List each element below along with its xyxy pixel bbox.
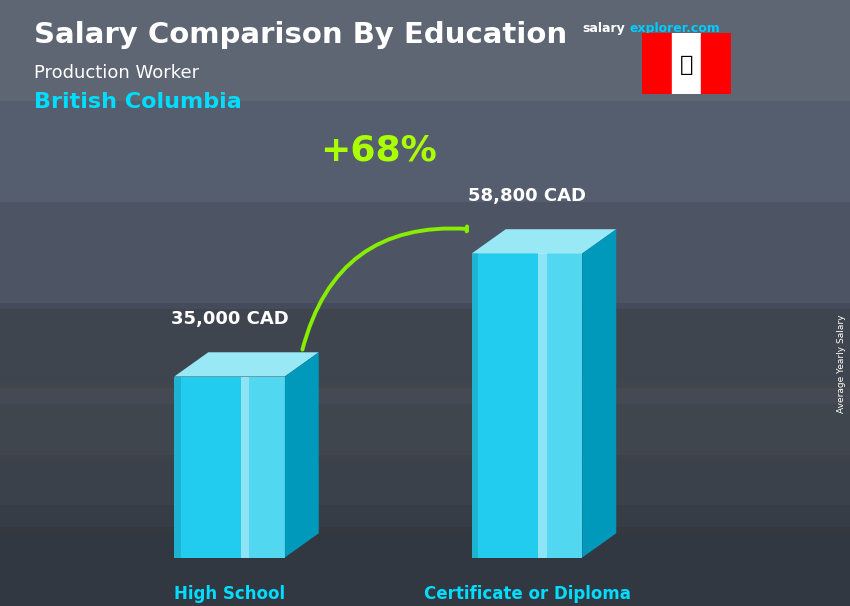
Polygon shape	[582, 229, 616, 558]
Polygon shape	[472, 253, 582, 558]
Bar	[0, 505, 850, 606]
Bar	[0, 101, 850, 202]
Bar	[0, 0, 850, 101]
Bar	[701, 33, 731, 94]
Bar	[672, 33, 701, 94]
Bar	[0, 404, 850, 505]
Polygon shape	[174, 376, 181, 558]
Text: 35,000 CAD: 35,000 CAD	[171, 310, 288, 328]
Polygon shape	[472, 229, 616, 253]
Text: +68%: +68%	[320, 133, 437, 167]
Polygon shape	[538, 253, 582, 558]
Text: High School: High School	[174, 585, 285, 603]
Text: explorer.com: explorer.com	[629, 22, 720, 35]
Bar	[642, 33, 672, 94]
Text: 🍁: 🍁	[680, 55, 693, 75]
Bar	[0, 303, 850, 404]
Text: salary: salary	[582, 22, 625, 35]
Polygon shape	[285, 352, 319, 558]
Polygon shape	[538, 253, 547, 558]
Polygon shape	[174, 376, 285, 558]
Text: Average Yearly Salary: Average Yearly Salary	[836, 315, 846, 413]
Polygon shape	[241, 376, 249, 558]
Bar	[0, 382, 850, 461]
Polygon shape	[174, 352, 319, 376]
Polygon shape	[472, 253, 479, 558]
Text: British Columbia: British Columbia	[34, 92, 241, 112]
Bar	[0, 202, 850, 303]
Bar	[0, 527, 850, 606]
Text: Salary Comparison By Education: Salary Comparison By Education	[34, 21, 567, 49]
Text: Production Worker: Production Worker	[34, 64, 199, 82]
Text: Certificate or Diploma: Certificate or Diploma	[423, 585, 631, 603]
Polygon shape	[241, 376, 285, 558]
Bar	[0, 309, 850, 388]
Text: 58,800 CAD: 58,800 CAD	[468, 187, 586, 205]
Bar	[0, 454, 850, 533]
